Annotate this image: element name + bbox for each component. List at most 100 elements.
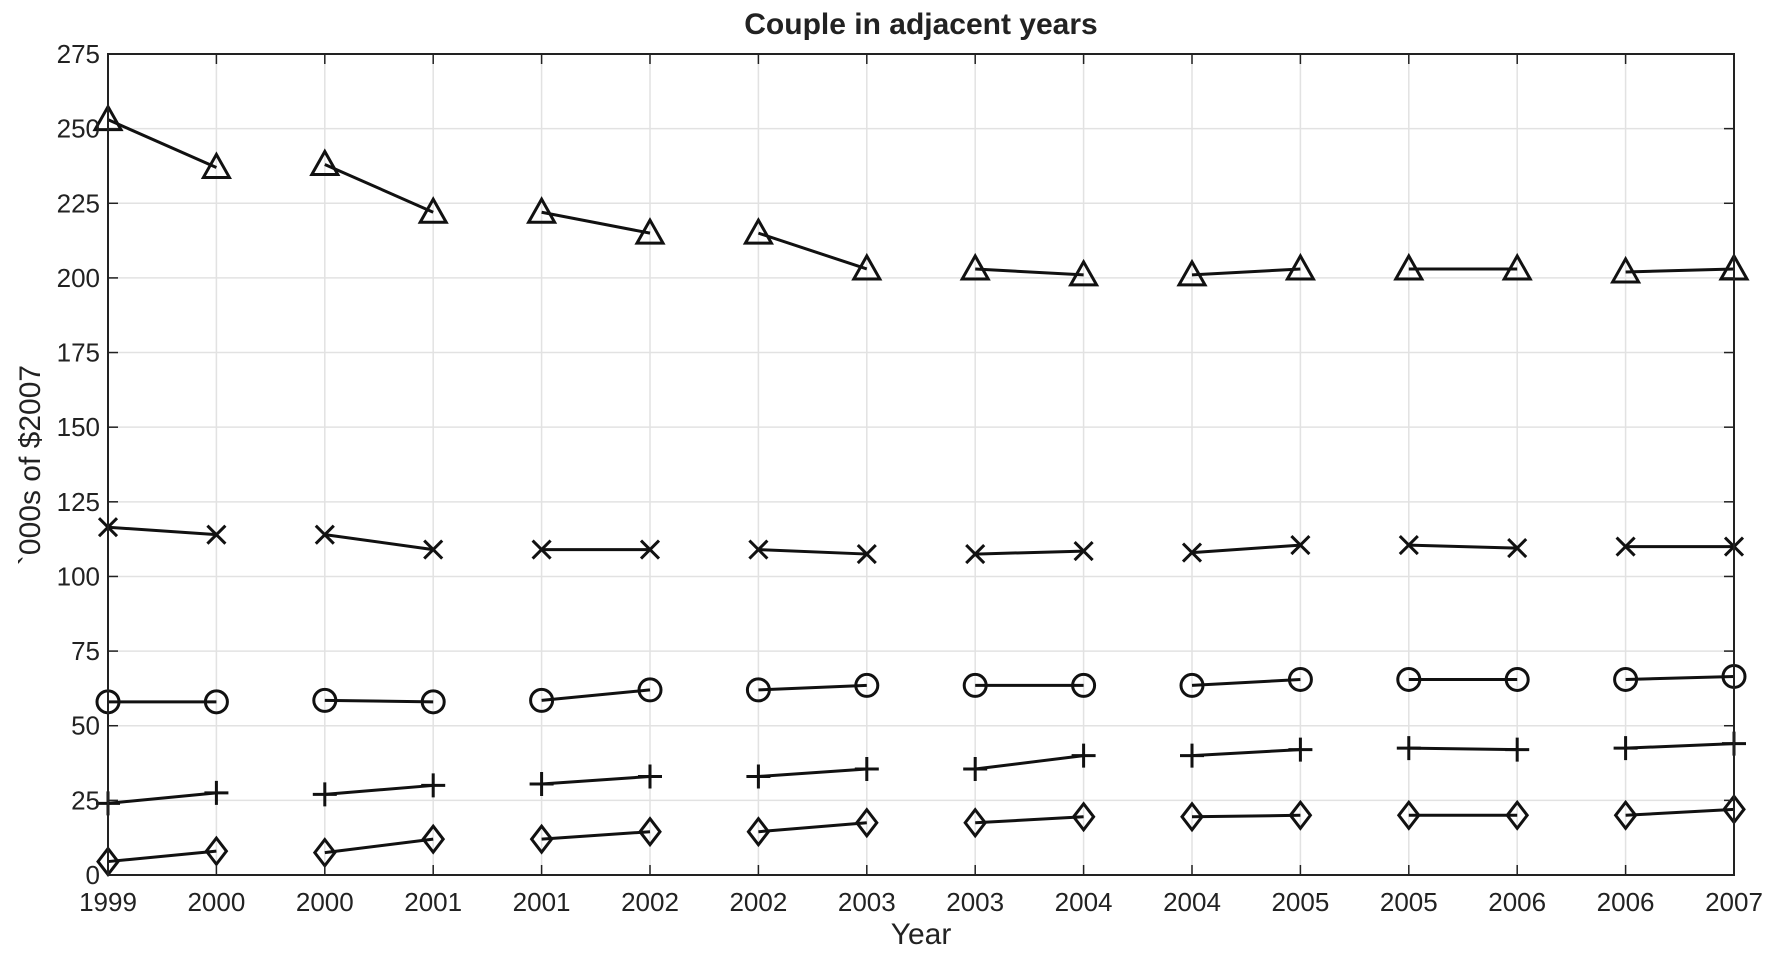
diamond-marker bbox=[1396, 799, 1421, 831]
x-tick-label: 2007 bbox=[1705, 887, 1763, 917]
y-tick-label: 50 bbox=[71, 711, 100, 741]
x-tick-label: 2003 bbox=[946, 887, 1004, 917]
x-marker bbox=[1507, 538, 1528, 559]
x-tick-label: 2004 bbox=[1055, 887, 1113, 917]
series-segment bbox=[975, 267, 1084, 277]
x-tick-label: 2000 bbox=[296, 887, 354, 917]
triangle-marker bbox=[742, 217, 774, 245]
plus-marker bbox=[1071, 743, 1096, 768]
circle-marker bbox=[420, 689, 446, 715]
series-triangle bbox=[92, 103, 1750, 287]
x-marker bbox=[1615, 536, 1636, 557]
x-tick-label: 2001 bbox=[513, 887, 571, 917]
circle-marker bbox=[203, 689, 229, 715]
x-tick-label: 2002 bbox=[729, 887, 787, 917]
y-tick-label: 250 bbox=[57, 114, 100, 144]
series-segment bbox=[1625, 807, 1735, 817]
x-tick-label: 2005 bbox=[1271, 887, 1329, 917]
series-segment bbox=[107, 791, 217, 805]
plus-marker bbox=[421, 773, 446, 798]
plus-marker bbox=[1180, 743, 1204, 768]
circle-marker bbox=[854, 672, 880, 698]
y-tick-label: 75 bbox=[71, 636, 100, 666]
circle-marker bbox=[1071, 672, 1097, 698]
plus-marker bbox=[963, 757, 988, 782]
series-segment bbox=[758, 821, 867, 834]
x-tick-label: 2002 bbox=[621, 887, 679, 917]
circle-marker bbox=[745, 677, 771, 703]
data-series bbox=[92, 103, 1750, 878]
tick-labels: 1999 2000 2000 2001 2001 2002 2002 2003 2003 2004… bbox=[57, 39, 1763, 917]
circle-marker bbox=[637, 677, 663, 703]
plus-marker bbox=[1396, 736, 1421, 761]
x-tick-label: 2006 bbox=[1597, 887, 1655, 917]
series-segment bbox=[541, 210, 651, 235]
triangle-marker bbox=[1176, 258, 1208, 287]
series-plus bbox=[96, 731, 1746, 816]
x-marker bbox=[1181, 542, 1203, 563]
series-segment bbox=[1191, 748, 1301, 758]
diamond-marker bbox=[1613, 799, 1638, 831]
axes bbox=[107, 53, 1735, 876]
y-tick-label: 225 bbox=[57, 188, 100, 218]
series-segment bbox=[758, 548, 867, 556]
y-tick-label: 200 bbox=[57, 263, 100, 293]
series-segment bbox=[1191, 813, 1301, 819]
series-segment bbox=[107, 525, 217, 537]
diamond-marker bbox=[1505, 799, 1530, 831]
diamond-marker bbox=[963, 807, 988, 839]
circle-marker bbox=[1504, 666, 1530, 692]
diamond-marker bbox=[746, 816, 771, 848]
x-marker bbox=[1398, 535, 1419, 556]
series-segment bbox=[758, 683, 867, 692]
series-segment bbox=[541, 774, 651, 786]
series-segment bbox=[1191, 543, 1301, 555]
plot-frame bbox=[107, 53, 1735, 876]
x-tick-label: 2000 bbox=[187, 887, 245, 917]
series-segment bbox=[975, 754, 1084, 771]
x-marker bbox=[314, 524, 335, 545]
x-marker bbox=[639, 539, 661, 560]
x-marker bbox=[1290, 535, 1311, 556]
x-tick-label: 2004 bbox=[1163, 887, 1221, 917]
plus-marker bbox=[1613, 736, 1638, 761]
plus-marker bbox=[529, 771, 554, 796]
plus-marker bbox=[1505, 737, 1530, 762]
x-marker bbox=[856, 544, 877, 565]
circle-marker bbox=[962, 672, 988, 698]
y-axis-label: `000s of $2007 bbox=[14, 365, 47, 565]
x-marker bbox=[531, 539, 552, 560]
triangle-marker bbox=[200, 151, 232, 179]
series-segment bbox=[324, 837, 434, 855]
series-segment bbox=[757, 231, 868, 271]
series-segment bbox=[324, 698, 434, 704]
series-segment bbox=[107, 118, 218, 169]
triangle-marker bbox=[851, 252, 883, 281]
series-segment bbox=[324, 533, 434, 552]
y-tick-label: 125 bbox=[57, 487, 100, 517]
x-marker bbox=[206, 524, 227, 545]
circle-marker bbox=[529, 687, 555, 713]
triangle-marker bbox=[1068, 258, 1100, 287]
x-marker bbox=[423, 539, 444, 560]
circle-marker bbox=[312, 687, 338, 713]
x-axis-label: Year bbox=[891, 918, 952, 951]
y-tick-label: 175 bbox=[57, 338, 100, 368]
y-tick-label: 275 bbox=[57, 39, 100, 69]
series-segment bbox=[758, 767, 867, 778]
x-tick-label: 2001 bbox=[404, 887, 462, 917]
circle-marker bbox=[1613, 666, 1639, 692]
plus-marker bbox=[854, 757, 879, 782]
circle-marker bbox=[1179, 672, 1205, 698]
diamond-marker bbox=[421, 823, 446, 855]
triangle-marker bbox=[634, 217, 666, 245]
y-tick-label: 25 bbox=[71, 785, 100, 815]
x-marker bbox=[1073, 541, 1094, 562]
series-segment bbox=[324, 163, 434, 214]
circle-marker bbox=[1287, 666, 1313, 692]
triangle-marker bbox=[1610, 255, 1642, 284]
series-diamond bbox=[96, 793, 1746, 878]
series-segment bbox=[324, 783, 434, 796]
